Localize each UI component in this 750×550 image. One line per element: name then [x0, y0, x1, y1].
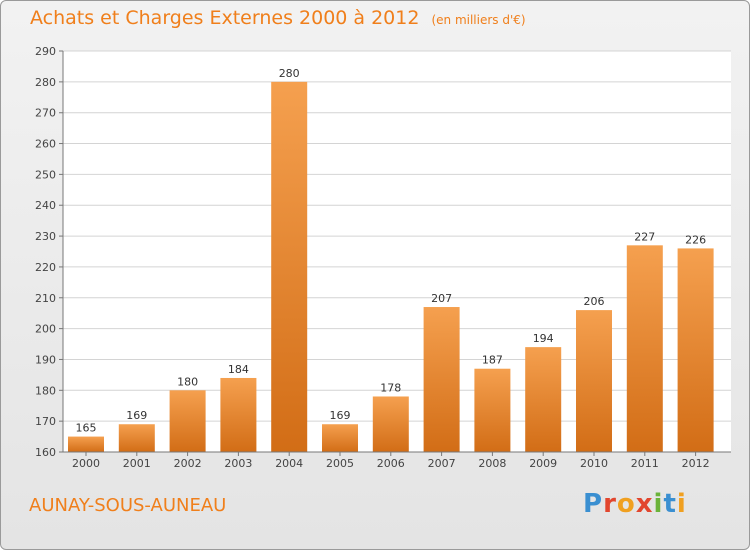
- y-tick-label: 160: [35, 446, 56, 459]
- x-tick-label: 2006: [377, 457, 405, 470]
- bar-2005: [322, 424, 358, 452]
- bar-2012: [677, 248, 714, 452]
- bar-2001: [118, 424, 155, 452]
- y-tick-label: 190: [35, 353, 56, 366]
- y-tick-label: 260: [35, 138, 56, 151]
- data-label: 169: [126, 409, 147, 422]
- bar-2010: [576, 310, 612, 452]
- y-tick-label: 210: [35, 292, 56, 305]
- x-tick-label: 2001: [123, 457, 151, 470]
- x-tick-label: 2003: [224, 457, 252, 470]
- x-tick-label: 2010: [580, 457, 608, 470]
- bar-2000: [68, 436, 104, 452]
- data-label: 194: [533, 332, 554, 345]
- y-tick-label: 270: [35, 107, 56, 120]
- x-tick-label: 2005: [326, 457, 354, 470]
- location-label: AUNAY-SOUS-AUNEAU: [29, 495, 227, 516]
- data-label: 165: [76, 422, 97, 435]
- data-label: 206: [584, 295, 605, 308]
- data-label: 184: [228, 363, 249, 376]
- chart-title: Achats et Charges Externes 2000 à 2012: [30, 7, 420, 29]
- data-label: 207: [431, 292, 452, 305]
- y-tick-label: 250: [35, 168, 56, 181]
- x-tick-label: 2012: [682, 457, 710, 470]
- x-tick-label: 2008: [478, 457, 506, 470]
- y-tick-label: 180: [35, 384, 56, 397]
- y-tick-label: 290: [35, 45, 56, 58]
- data-label: 169: [330, 409, 351, 422]
- data-label: 227: [634, 230, 655, 243]
- bar-2006: [372, 396, 409, 452]
- chart-title-block: Achats et Charges Externes 2000 à 2012 (e…: [30, 7, 526, 29]
- data-label: 226: [685, 233, 706, 246]
- y-tick-label: 240: [35, 199, 56, 212]
- bar-2007: [423, 307, 460, 452]
- y-tick-label: 200: [35, 323, 56, 336]
- bar-2004: [271, 81, 308, 452]
- y-tick-label: 170: [35, 415, 56, 428]
- x-tick-label: 2011: [631, 457, 659, 470]
- bar-2011: [626, 245, 663, 452]
- x-tick-label: 2000: [72, 457, 100, 470]
- bar-2008: [474, 368, 511, 452]
- plot-area: [63, 51, 731, 452]
- unit-note: (en milliers d'€): [431, 13, 526, 27]
- data-label: 187: [482, 354, 503, 367]
- x-tick-label: 2009: [529, 457, 557, 470]
- data-label: 280: [279, 67, 300, 80]
- bar-2009: [525, 347, 562, 452]
- data-label: 178: [380, 381, 401, 394]
- x-tick-label: 2007: [428, 457, 456, 470]
- bar-2002: [169, 390, 206, 452]
- bar-2003: [220, 377, 257, 452]
- x-tick-label: 2002: [174, 457, 202, 470]
- proxiti-logo[interactable]: Proxiti: [583, 489, 687, 519]
- y-tick-label: 220: [35, 261, 56, 274]
- y-tick-label: 230: [35, 230, 56, 243]
- y-tick-label: 280: [35, 76, 56, 89]
- data-label: 180: [177, 375, 198, 388]
- x-tick-label: 2004: [275, 457, 303, 470]
